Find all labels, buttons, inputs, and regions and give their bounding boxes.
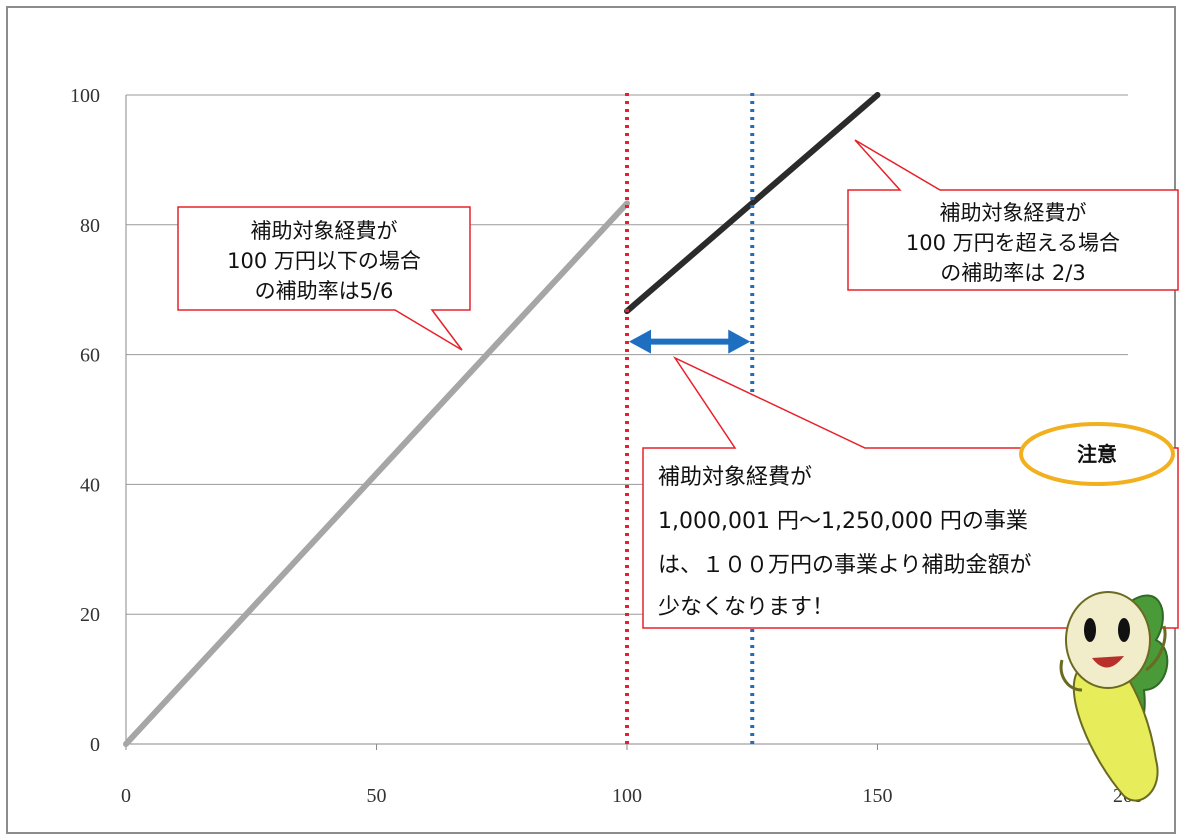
x-tick-label-1: 50 [367,785,387,807]
callout-right-line-2: 100 万円を超える場合 [906,231,1120,255]
y-tick-label-1: 20 [80,604,100,626]
callout-right-line-1: 補助対象経費が [940,201,1087,225]
callout-note: 補助対象経費が 1,000,001 円～1,250,000 円の事業 は、１００… [642,356,1179,629]
y-tick-label-0: 0 [90,734,100,756]
y-tick-label-3: 60 [80,345,100,367]
range-arrow [629,329,751,354]
y-tick-label-2: 40 [80,474,100,496]
chart-frame [6,6,1176,834]
series-line-0 [123,200,630,747]
callout-left-line-2: 100 万円以下の場合 [227,249,421,273]
note-line-4: 少なくなります！ [658,595,834,620]
x-tick-label-3: 150 [863,785,893,807]
note-line-1: 補助対象経費が [658,465,812,490]
callout-left-line-3: の補助率は5/6 [255,279,394,303]
y-tick-label-5: 100 [70,85,100,107]
x-tick-label-2: 100 [612,785,642,807]
note-line-3: は、１００万円の事業より補助金額が [658,553,1032,578]
mascot-illustration [1059,591,1169,802]
x-tick-label-0: 0 [121,785,131,807]
callout-left-line-1: 補助対象経費が [251,219,398,243]
series-lines [123,92,881,747]
arrow-head-right [728,329,751,354]
callout-right-line-3: の補助率は 2/3 [940,261,1085,285]
callout-right: 補助対象経費が 100 万円を超える場合 の補助率は 2/3 [847,139,1179,291]
callout-left: 補助対象経費が 100 万円以下の場合 の補助率は5/6 [177,206,471,351]
y-tick-label-4: 80 [80,215,100,237]
caution-badge: 注意 [1019,422,1175,486]
note-line-2: 1,000,001 円～1,250,000 円の事業 [658,509,1028,534]
arrow-head-left [629,329,651,354]
badge-label: 注意 [1077,442,1117,466]
series-line-1 [624,92,881,315]
